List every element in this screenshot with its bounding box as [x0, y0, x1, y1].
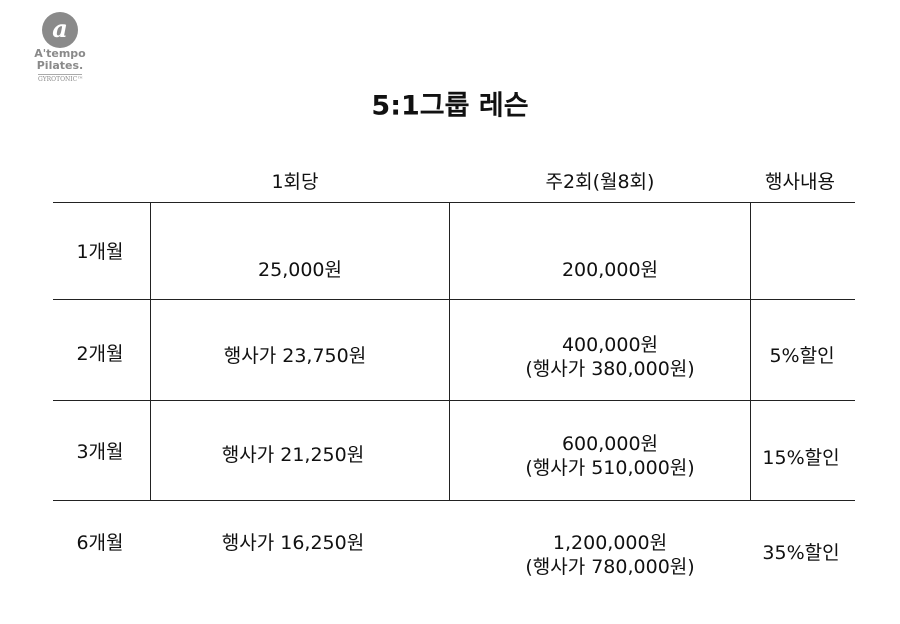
total-price: 600,000원 — [561, 433, 659, 455]
col-divider — [750, 202, 751, 500]
logo-mark-icon: a — [42, 12, 78, 48]
sale-price: (행사가 380,000원) — [525, 358, 695, 380]
total-price: 1,200,000원 — [552, 532, 668, 554]
event-discount: 5%할인 — [769, 345, 835, 367]
row-label: 2개월 — [76, 343, 124, 365]
row-divider — [53, 299, 855, 300]
total-price: 200,000원 — [561, 259, 659, 281]
total-price: 400,000원 — [561, 334, 659, 356]
header-per-session: 1회당 — [271, 171, 319, 193]
page-title: 5:1그룹 레슨 — [371, 90, 529, 122]
per-session-price: 행사가 21,250원 — [221, 444, 365, 466]
row-label: 3개월 — [76, 441, 124, 463]
row-divider — [53, 400, 855, 401]
sale-price: (행사가 780,000원) — [525, 556, 695, 578]
atempo-logo: a A'tempo Pilates. GYROTONIC™ — [30, 12, 90, 83]
per-session-price: 25,000원 — [258, 259, 342, 281]
row-divider — [53, 500, 855, 501]
per-session-price: 행사가 16,250원 — [221, 532, 365, 554]
logo-brand: GYROTONIC™ — [38, 74, 84, 83]
header-twice-weekly: 주2회(월8회) — [545, 171, 655, 193]
event-discount: 35%할인 — [762, 542, 840, 564]
row-label: 1개월 — [76, 241, 124, 263]
sale-price: (행사가 510,000원) — [525, 457, 695, 479]
col-divider — [449, 202, 450, 500]
per-session-price: 행사가 23,750원 — [223, 345, 367, 367]
col-divider — [150, 202, 151, 500]
row-divider — [53, 202, 855, 203]
event-discount: 15%할인 — [762, 447, 840, 469]
header-event: 행사내용 — [765, 171, 835, 193]
logo-sub: Pilates. — [36, 59, 84, 72]
logo-name: A'tempo — [34, 47, 86, 60]
row-label: 6개월 — [76, 532, 124, 554]
